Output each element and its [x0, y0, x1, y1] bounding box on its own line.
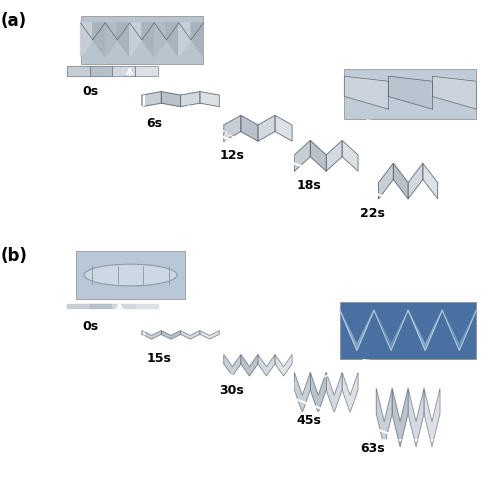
Polygon shape — [142, 92, 162, 107]
Bar — [344, 70, 476, 120]
Text: Increasing time: Increasing time — [180, 104, 258, 159]
Polygon shape — [326, 141, 342, 172]
Polygon shape — [442, 311, 476, 351]
Polygon shape — [130, 24, 142, 58]
Polygon shape — [200, 92, 220, 107]
Text: 12s: 12s — [220, 149, 244, 162]
Polygon shape — [258, 355, 275, 376]
Bar — [340, 302, 476, 359]
Bar — [76, 251, 185, 300]
Text: Oblique
view: Oblique view — [190, 262, 230, 284]
Text: Oblique
view: Oblique view — [208, 28, 248, 49]
Text: Oblique view: Oblique view — [351, 57, 418, 67]
Polygon shape — [392, 389, 408, 447]
Polygon shape — [90, 304, 112, 309]
Text: Increasing time: Increasing time — [172, 338, 250, 393]
Polygon shape — [162, 92, 180, 107]
Polygon shape — [408, 164, 423, 199]
Polygon shape — [224, 355, 241, 376]
Text: Oblique view: Oblique view — [346, 289, 414, 300]
Polygon shape — [326, 373, 342, 413]
Polygon shape — [180, 331, 200, 339]
Polygon shape — [67, 67, 90, 76]
Polygon shape — [275, 116, 292, 142]
Polygon shape — [342, 141, 358, 172]
Polygon shape — [241, 355, 258, 376]
Text: 45s: 45s — [296, 413, 322, 426]
Polygon shape — [105, 24, 118, 58]
Polygon shape — [191, 24, 203, 58]
Polygon shape — [394, 164, 408, 199]
Polygon shape — [135, 304, 158, 309]
Polygon shape — [388, 77, 432, 110]
Text: 0s: 0s — [83, 319, 99, 332]
Polygon shape — [432, 77, 476, 110]
Text: 5 mm: 5 mm — [62, 233, 90, 242]
Polygon shape — [423, 164, 438, 199]
Polygon shape — [275, 355, 292, 376]
Polygon shape — [258, 116, 275, 142]
Polygon shape — [408, 311, 442, 351]
Text: 15s: 15s — [146, 351, 172, 364]
Text: 0s: 0s — [83, 84, 99, 97]
Polygon shape — [200, 331, 220, 339]
Polygon shape — [112, 67, 135, 76]
Polygon shape — [294, 373, 310, 413]
Text: 63s: 63s — [360, 441, 385, 454]
Polygon shape — [408, 389, 424, 447]
Polygon shape — [342, 373, 358, 413]
Polygon shape — [118, 24, 130, 58]
Text: 6s: 6s — [146, 117, 162, 130]
Polygon shape — [424, 389, 440, 447]
Text: (a): (a) — [1, 12, 27, 30]
Polygon shape — [310, 373, 326, 413]
Text: 18s: 18s — [296, 179, 322, 192]
Bar — [80, 16, 204, 65]
Polygon shape — [376, 389, 392, 447]
Polygon shape — [180, 92, 200, 107]
Polygon shape — [142, 24, 154, 58]
Polygon shape — [166, 24, 179, 58]
Text: (b): (b) — [1, 247, 28, 265]
Polygon shape — [112, 304, 135, 309]
Polygon shape — [90, 67, 112, 76]
Polygon shape — [378, 164, 394, 199]
Text: 22s: 22s — [360, 206, 385, 219]
Polygon shape — [310, 141, 326, 172]
Polygon shape — [154, 24, 166, 58]
Text: 5 mm: 5 mm — [62, 468, 90, 477]
Polygon shape — [241, 116, 258, 142]
Polygon shape — [135, 67, 158, 76]
Polygon shape — [224, 116, 241, 142]
Polygon shape — [179, 24, 191, 58]
Polygon shape — [93, 24, 105, 58]
Polygon shape — [162, 331, 180, 339]
Polygon shape — [344, 77, 389, 110]
Polygon shape — [67, 304, 90, 309]
Polygon shape — [374, 311, 408, 351]
Polygon shape — [294, 141, 310, 172]
Polygon shape — [80, 24, 93, 58]
Polygon shape — [340, 311, 374, 351]
Ellipse shape — [84, 265, 177, 287]
Polygon shape — [142, 331, 162, 339]
Text: 30s: 30s — [220, 383, 244, 396]
